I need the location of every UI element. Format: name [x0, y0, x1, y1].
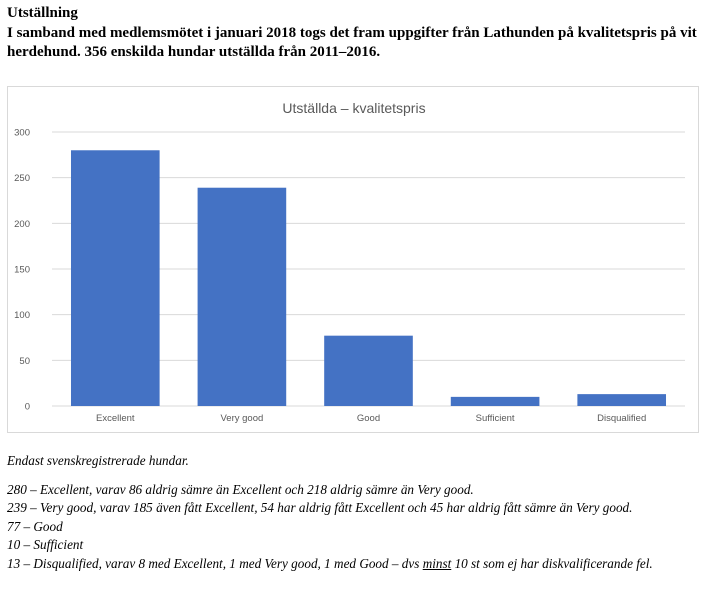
- notes-section: Endast svenskregistrerade hundar. 280 – …: [7, 452, 722, 573]
- note-disqualified: 13 – Disqualified, varav 8 med Excellent…: [7, 555, 722, 574]
- x-tick-label: Disqualified: [597, 413, 646, 424]
- note-sufficient: 10 – Sufficient: [7, 537, 84, 552]
- y-tick-label: 250: [14, 173, 30, 184]
- bar-sufficient: [450, 396, 540, 406]
- chart-title: Utställda – kvalitetspris: [282, 100, 425, 116]
- note-disqualified-emphasis: minst: [422, 555, 452, 571]
- bar-very-good: [197, 187, 287, 406]
- y-tick-label: 0: [25, 402, 30, 413]
- note-very-good: 239 – Very good, varav 185 även fått Exc…: [7, 500, 633, 515]
- section-heading: Utställning: [7, 5, 78, 21]
- bar-disqualified: [577, 394, 667, 406]
- bar-excellent: [70, 150, 160, 406]
- note-disqualified-part1: 13 – Disqualified, varav 8 med Excellent…: [7, 555, 423, 571]
- chart-container: Utställda – kvalitetspris 0 50 100 150 200 25…: [7, 86, 699, 433]
- x-tick-label: Good: [357, 413, 380, 424]
- note-excellent: 280 – Excellent, varav 86 aldrig sämre ä…: [7, 481, 474, 497]
- y-tick-label: 200: [14, 219, 30, 230]
- y-tick-label: 50: [19, 356, 30, 367]
- note-good: 77 – Good: [7, 518, 63, 534]
- y-tick-label: 150: [14, 265, 30, 276]
- note-lead: Endast svenskregistrerade hundar.: [7, 453, 189, 468]
- y-tick-label: 300: [14, 128, 30, 139]
- x-tick-label: Very good: [221, 413, 264, 424]
- x-tick-label: Excellent: [96, 413, 135, 424]
- y-tick-label: 100: [14, 310, 30, 321]
- x-tick-label: Sufficient: [476, 413, 515, 424]
- bar-chart: Utställda – kvalitetspris 0 50 100 150 200 25…: [14, 100, 685, 424]
- bar-good: [324, 335, 413, 406]
- note-disqualified-part2: 10 st som ej har diskvalificerande fel.: [451, 555, 653, 571]
- intro-paragraph: I samband med medlemsmötet i januari 201…: [7, 25, 697, 60]
